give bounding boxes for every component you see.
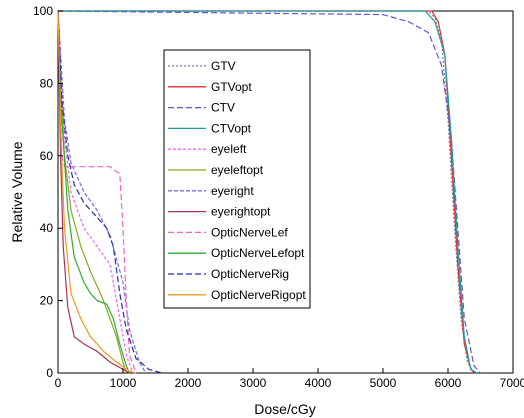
x-tick-label: 6000 — [435, 376, 462, 390]
series-line-opticnerverigopt — [57, 10, 137, 374]
legend-label: OpticNerveRig — [211, 267, 289, 281]
series-layer — [57, 10, 481, 374]
x-tick-label: 4000 — [305, 376, 332, 390]
series-line-ctv — [57, 10, 481, 374]
legend-label: OpticNerveLef — [211, 225, 288, 239]
series-line-eyerightopt — [57, 10, 130, 374]
legend-label: OpticNerveRigopt — [211, 288, 306, 302]
legend-label: CTV — [211, 101, 235, 115]
series-line-eyeleftopt — [57, 10, 127, 374]
y-tick-label: 80 — [40, 76, 54, 90]
y-tick-label: 100 — [33, 4, 53, 18]
legend-label: CTVopt — [211, 121, 252, 135]
legend: GTV GTVopt CTV CTVopt eyeleft eyeleftopt eyeri… — [163, 49, 311, 309]
legend-label: GTV — [211, 59, 236, 73]
y-tick-label: 40 — [40, 221, 54, 235]
series-line-eyeright — [57, 10, 147, 374]
x-tick-label: 5000 — [370, 376, 397, 390]
series-line-ctvopt — [58, 10, 478, 374]
series-line-opticnervelef — [57, 10, 137, 374]
x-tick-label: 2000 — [175, 376, 202, 390]
series-line-opticnervelefopt — [57, 10, 131, 374]
y-axis-title: Relative Volume — [9, 141, 25, 242]
x-tick-label: 0 — [55, 376, 62, 390]
y-tick-label: 0 — [46, 366, 53, 380]
series-line-opticnerverig — [57, 10, 163, 374]
y-tick-label: 60 — [40, 149, 54, 163]
legend-label: eyerightopt — [211, 205, 271, 219]
x-axis-title: Dose/cGy — [254, 401, 315, 417]
series-line-gtv — [58, 10, 475, 374]
legend-label: OpticNerveLefopt — [211, 246, 305, 260]
y-tick-label: 20 — [40, 294, 54, 308]
legend-label: eyeleft — [211, 142, 247, 156]
legend-label: eyeleftopt — [211, 163, 264, 177]
x-tick-label: 7000 — [500, 376, 524, 390]
series-line-eyeleft — [57, 10, 134, 374]
ticks-layer: 0 1000 2000 3000 4000 5000 6000 7000 0 20 40 60 80 10… — [33, 4, 524, 390]
x-tick-label: 1000 — [110, 376, 137, 390]
legend-label: GTVopt — [211, 80, 252, 94]
legend-box — [163, 49, 311, 309]
legend-label: eyeright — [211, 184, 254, 198]
x-tick-label: 3000 — [240, 376, 267, 390]
